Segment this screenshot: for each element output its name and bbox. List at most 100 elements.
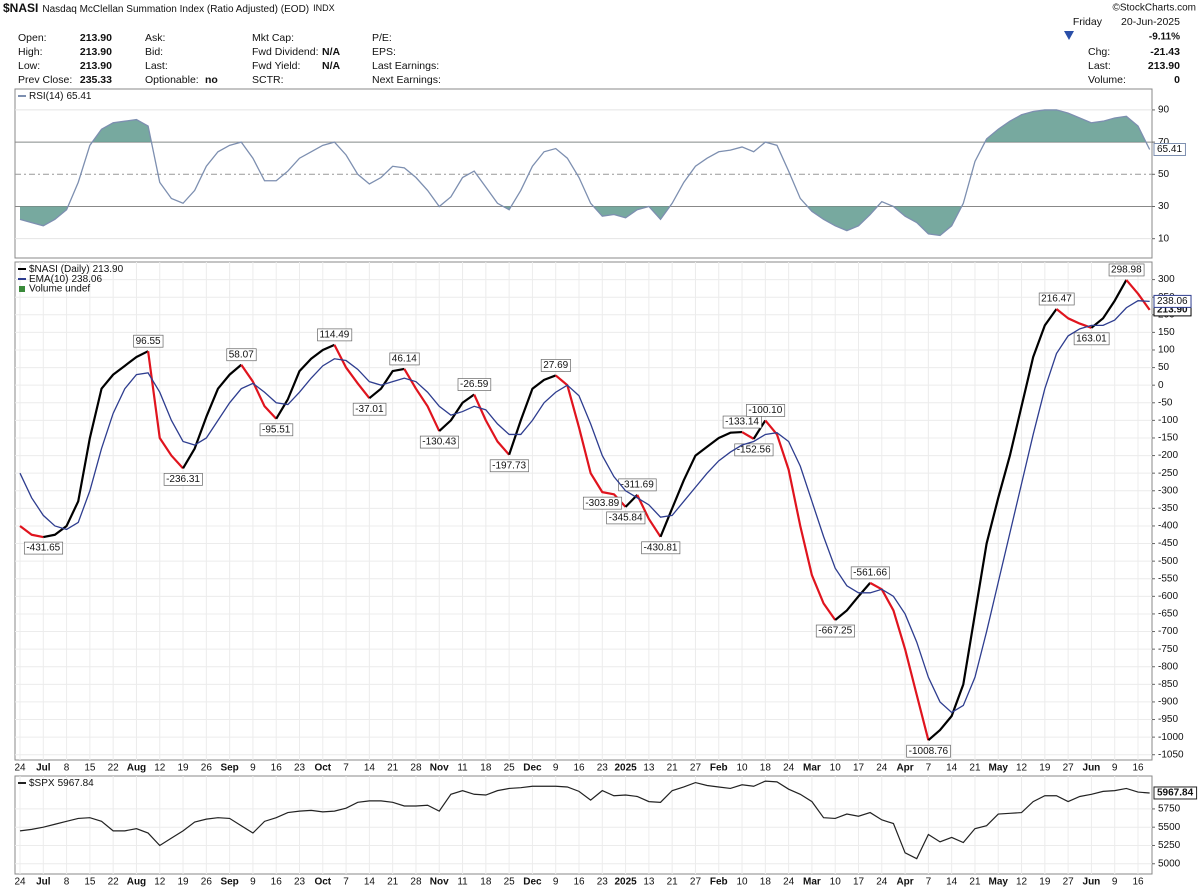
data-label-box: [317, 328, 353, 342]
price-box: 238.06: [1153, 294, 1192, 308]
x-tick-label: 9: [553, 877, 559, 888]
x-tick-label: 16: [1132, 877, 1144, 888]
x-tick-label: 19: [177, 763, 189, 774]
data-label-box: [641, 541, 681, 555]
summary-value: -21.43: [1150, 46, 1180, 58]
series-line: [19, 109, 1151, 237]
data-label-text: -37.01: [355, 404, 384, 415]
y-tick-label: -900: [1158, 697, 1178, 708]
data-label-text: 163.01: [1076, 333, 1107, 344]
index-line: [403, 368, 441, 432]
data-label-text: 58.07: [229, 349, 254, 360]
x-tick-label: 24: [876, 763, 888, 774]
index-line: [764, 419, 837, 621]
x-tick-label: Mar: [803, 763, 821, 774]
x-tick-label: 16: [1132, 763, 1144, 774]
legend-entry: $NASI (Daily) 213.90: [29, 264, 124, 275]
y-tick-label: 5500: [1158, 822, 1181, 833]
data-label-text: -26.59: [460, 379, 489, 390]
x-tick-label: 16: [573, 877, 585, 888]
x-tick-label: 19: [177, 877, 189, 888]
x-tick-label: 24: [14, 763, 26, 774]
data-label: -95.51: [259, 423, 294, 437]
data-label: -1008.76: [906, 744, 951, 758]
y-tick-label: -850: [1158, 679, 1178, 690]
x-tick-label: Feb: [710, 763, 728, 774]
x-tick-label: 24: [876, 877, 888, 888]
data-label-box: [618, 478, 657, 492]
x-tick-label: 18: [760, 763, 772, 774]
legend-name: RSI(14): [29, 91, 63, 102]
data-label-box: [23, 541, 64, 555]
data-label-text: -431.65: [26, 543, 60, 554]
data-label-box: [906, 744, 951, 758]
x-tick-label: Nov: [430, 877, 449, 888]
x-tick-label: Sep: [220, 877, 238, 888]
x-tick-label: 10: [830, 763, 842, 774]
x-tick-label: Apr: [896, 763, 913, 774]
data-label-text: -430.81: [644, 542, 678, 553]
y-tick-label: 50: [1158, 362, 1170, 373]
index-line: [659, 430, 743, 538]
legend-value: 238.06: [71, 274, 102, 285]
data-label: -311.69: [618, 478, 657, 492]
y-tick-label: -300: [1158, 485, 1178, 496]
series-line: [19, 300, 1150, 714]
x-tick-label: 8: [64, 877, 70, 888]
x-tick-label: 27: [1063, 763, 1075, 774]
data-label: -431.65: [23, 541, 64, 555]
price-box-frame: [1153, 786, 1198, 800]
x-tick-label: 23: [597, 763, 609, 774]
data-label-box: [163, 472, 203, 486]
y-tick-label: -500: [1158, 556, 1178, 567]
legend-value: 213.90: [93, 264, 124, 275]
data-label-box: [226, 348, 257, 362]
field-label: Fwd Yield:: [252, 60, 300, 72]
y-tick-label: -1000: [1158, 732, 1184, 743]
data-label-text: -95.51: [262, 424, 291, 435]
index-line: [869, 581, 930, 741]
x-tick-label: 7: [926, 877, 932, 888]
x-tick-label: 9: [1112, 763, 1118, 774]
x-tick-label: 21: [667, 763, 679, 774]
legend-value: 5967.84: [58, 778, 95, 789]
x-tick-label: 12: [1016, 763, 1028, 774]
field-value: 235.33: [80, 74, 112, 86]
x-tick-label: 12: [154, 877, 166, 888]
change-pct: -9.11%: [1149, 32, 1180, 43]
index-line: [1090, 279, 1128, 329]
y-tick-label: 0: [1158, 380, 1164, 391]
y-tick-label: -350: [1158, 503, 1178, 514]
y-tick-label: -950: [1158, 714, 1178, 725]
y-tick-label: -750: [1158, 644, 1178, 655]
x-tick-label: 27: [1063, 877, 1075, 888]
x-tick-label: 15: [84, 763, 96, 774]
y-tick-label: -50: [1158, 397, 1173, 408]
x-tick-label: 15: [84, 877, 96, 888]
x-tick-label: 14: [364, 877, 376, 888]
field-label: Next Earnings:: [372, 74, 441, 86]
x-tick-label: 28: [410, 763, 422, 774]
summary-label: Chg:: [1088, 46, 1110, 58]
panel: [14, 88, 1153, 259]
data-label: -197.73: [489, 459, 529, 473]
data-label-text: 27.69: [543, 360, 568, 371]
data-label-text: -100.10: [748, 405, 782, 416]
data-label: -345.84: [606, 511, 646, 525]
x-tick-label: 16: [271, 763, 283, 774]
data-label-text: -303.89: [585, 498, 619, 509]
data-label: -667.25: [815, 624, 855, 638]
x-tick-label: 12: [1016, 877, 1028, 888]
field-label: Low:: [18, 60, 40, 72]
field-value: N/A: [322, 46, 341, 58]
x-tick-label: 7: [343, 877, 349, 888]
data-label: -133.14: [722, 415, 762, 429]
index-line: [1055, 308, 1092, 329]
y-tick-label: 50: [1158, 169, 1170, 180]
x-tick-label: 19: [1039, 877, 1051, 888]
data-label-box: [606, 511, 646, 525]
index-line: [741, 431, 755, 440]
index-line: [438, 393, 475, 432]
field-label: SCTR:: [252, 74, 284, 86]
x-tick-label: 26: [201, 877, 213, 888]
